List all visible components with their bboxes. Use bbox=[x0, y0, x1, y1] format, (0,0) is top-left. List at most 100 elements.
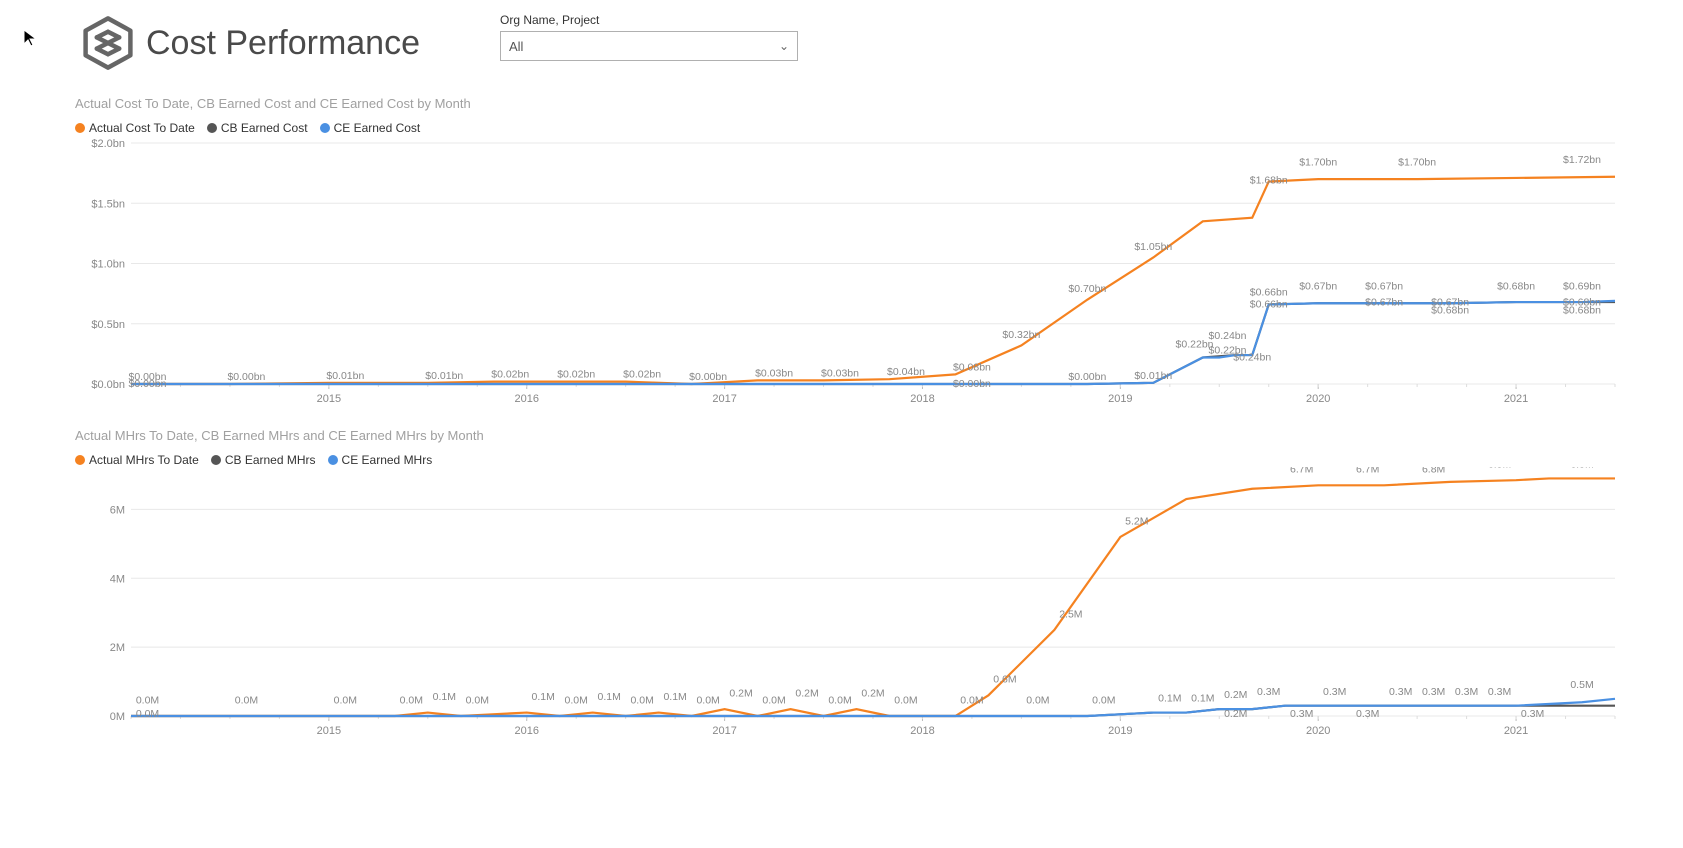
svg-text:$0.08bn: $0.08bn bbox=[953, 361, 991, 373]
svg-text:$0.00bn: $0.00bn bbox=[953, 378, 991, 390]
svg-text:$0.01bn: $0.01bn bbox=[326, 370, 364, 382]
svg-text:0.3M: 0.3M bbox=[1488, 686, 1511, 698]
chart2-title: Actual MHrs To Date, CB Earned MHrs and … bbox=[75, 428, 1683, 443]
svg-text:$0.00bn: $0.00bn bbox=[129, 378, 167, 390]
svg-text:$0.24bn: $0.24bn bbox=[1233, 352, 1271, 364]
svg-text:5.2M: 5.2M bbox=[1125, 515, 1148, 527]
svg-text:0.5M: 0.5M bbox=[1570, 679, 1593, 691]
svg-text:$0.00bn: $0.00bn bbox=[1068, 371, 1106, 383]
chart2-plot[interactable]: 0M2M4M6M20152016201720182019202020210.0M… bbox=[75, 467, 1663, 742]
svg-text:$1.05bn: $1.05bn bbox=[1134, 241, 1172, 253]
svg-text:0.1M: 0.1M bbox=[1158, 693, 1181, 705]
svg-text:$1.72bn: $1.72bn bbox=[1563, 154, 1601, 166]
svg-text:0.2M: 0.2M bbox=[861, 688, 884, 700]
page-header: Cost Performance Org Name, Project All ⌄ bbox=[0, 0, 1683, 78]
svg-text:$0.24bn: $0.24bn bbox=[1209, 330, 1247, 342]
svg-text:6.8M: 6.8M bbox=[1422, 467, 1445, 476]
svg-text:$0.69bn: $0.69bn bbox=[1563, 281, 1601, 293]
svg-text:0.0M: 0.0M bbox=[630, 694, 653, 706]
svg-text:$1.70bn: $1.70bn bbox=[1299, 157, 1337, 169]
svg-text:0.0M: 0.0M bbox=[136, 694, 159, 706]
svg-text:0.0M: 0.0M bbox=[466, 694, 489, 706]
svg-text:6M: 6M bbox=[110, 504, 125, 516]
legend-item[interactable]: Actual MHrs To Date bbox=[75, 453, 199, 467]
svg-text:0.2M: 0.2M bbox=[795, 688, 818, 700]
svg-text:0.1M: 0.1M bbox=[598, 691, 621, 703]
svg-text:0.1M: 0.1M bbox=[433, 691, 456, 703]
svg-text:2020: 2020 bbox=[1306, 393, 1330, 405]
app-logo-icon bbox=[80, 15, 136, 71]
svg-text:2015: 2015 bbox=[317, 393, 341, 405]
svg-text:2016: 2016 bbox=[514, 725, 538, 737]
svg-text:$0.5bn: $0.5bn bbox=[91, 319, 125, 331]
svg-text:6.7M: 6.7M bbox=[1290, 467, 1313, 476]
svg-text:0.1M: 0.1M bbox=[1191, 693, 1214, 705]
svg-text:0.3M: 0.3M bbox=[1290, 708, 1313, 720]
svg-text:$0.01bn: $0.01bn bbox=[425, 370, 463, 382]
svg-text:0.3M: 0.3M bbox=[1257, 686, 1280, 698]
legend-label: Actual Cost To Date bbox=[89, 121, 195, 135]
svg-text:$0.01bn: $0.01bn bbox=[1134, 370, 1172, 382]
svg-text:0M: 0M bbox=[110, 711, 125, 723]
svg-text:2019: 2019 bbox=[1108, 725, 1132, 737]
svg-text:$0.04bn: $0.04bn bbox=[887, 366, 925, 378]
svg-text:$0.03bn: $0.03bn bbox=[755, 367, 793, 379]
svg-text:0.0M: 0.0M bbox=[762, 694, 785, 706]
svg-text:$1.70bn: $1.70bn bbox=[1398, 157, 1436, 169]
svg-text:0.3M: 0.3M bbox=[1521, 708, 1544, 720]
svg-text:0.0M: 0.0M bbox=[136, 708, 159, 720]
svg-text:$0.66bn: $0.66bn bbox=[1250, 287, 1288, 299]
legend-label: CE Earned MHrs bbox=[342, 453, 433, 467]
svg-text:$0.00bn: $0.00bn bbox=[227, 371, 265, 383]
svg-text:0.0M: 0.0M bbox=[565, 694, 588, 706]
svg-text:2017: 2017 bbox=[712, 393, 736, 405]
legend-dot-icon bbox=[320, 123, 330, 133]
svg-text:0.0M: 0.0M bbox=[828, 694, 851, 706]
svg-text:0.0M: 0.0M bbox=[894, 694, 917, 706]
legend-item[interactable]: CB Earned MHrs bbox=[211, 453, 316, 467]
svg-text:4M: 4M bbox=[110, 573, 125, 585]
svg-text:$0.68bn: $0.68bn bbox=[1497, 281, 1535, 293]
legend-item[interactable]: Actual Cost To Date bbox=[75, 121, 195, 135]
svg-text:0.2M: 0.2M bbox=[729, 688, 752, 700]
svg-text:$0.68bn: $0.68bn bbox=[1431, 305, 1469, 317]
svg-text:6.9M: 6.9M bbox=[1488, 467, 1511, 471]
svg-text:$1.5bn: $1.5bn bbox=[91, 198, 125, 210]
filter-label: Org Name, Project bbox=[500, 13, 798, 27]
svg-text:0.0M: 0.0M bbox=[235, 694, 258, 706]
svg-text:2019: 2019 bbox=[1108, 393, 1132, 405]
svg-text:0.0M: 0.0M bbox=[400, 694, 423, 706]
svg-text:$0.03bn: $0.03bn bbox=[821, 367, 859, 379]
svg-text:0.3M: 0.3M bbox=[1356, 708, 1379, 720]
chart2-legend: Actual MHrs To Date CB Earned MHrs CE Ea… bbox=[75, 453, 1683, 467]
svg-text:0.2M: 0.2M bbox=[1224, 708, 1247, 720]
svg-text:0.1M: 0.1M bbox=[532, 691, 555, 703]
legend-label: CE Earned Cost bbox=[334, 121, 421, 135]
legend-dot-icon bbox=[75, 123, 85, 133]
svg-text:6.7M: 6.7M bbox=[1356, 467, 1379, 476]
svg-text:$0.67bn: $0.67bn bbox=[1365, 296, 1403, 308]
svg-text:2020: 2020 bbox=[1306, 725, 1330, 737]
dropdown-selected: All bbox=[509, 39, 523, 54]
svg-text:0.3M: 0.3M bbox=[1323, 686, 1346, 698]
svg-text:0.3M: 0.3M bbox=[1422, 686, 1445, 698]
legend-item[interactable]: CE Earned Cost bbox=[320, 121, 421, 135]
legend-item[interactable]: CE Earned MHrs bbox=[328, 453, 433, 467]
svg-text:2018: 2018 bbox=[910, 725, 934, 737]
chart1-legend: Actual Cost To Date CB Earned Cost CE Ea… bbox=[75, 121, 1683, 135]
legend-label: Actual MHrs To Date bbox=[89, 453, 199, 467]
svg-text:0.6M: 0.6M bbox=[993, 674, 1016, 686]
svg-text:$0.68bn: $0.68bn bbox=[1563, 305, 1601, 317]
svg-text:0.3M: 0.3M bbox=[1455, 686, 1478, 698]
svg-text:0.1M: 0.1M bbox=[663, 691, 686, 703]
org-project-dropdown[interactable]: All ⌄ bbox=[500, 31, 798, 61]
chart1-plot[interactable]: $0.0bn$0.5bn$1.0bn$1.5bn$2.0bn2015201620… bbox=[75, 135, 1663, 410]
filter-region: Org Name, Project All ⌄ bbox=[500, 13, 798, 61]
svg-text:$0.02bn: $0.02bn bbox=[491, 369, 529, 381]
svg-text:2016: 2016 bbox=[514, 393, 538, 405]
svg-text:2M: 2M bbox=[110, 642, 125, 654]
svg-text:$1.68bn: $1.68bn bbox=[1250, 175, 1288, 187]
legend-label: CB Earned MHrs bbox=[225, 453, 316, 467]
legend-item[interactable]: CB Earned Cost bbox=[207, 121, 308, 135]
svg-text:$0.02bn: $0.02bn bbox=[623, 369, 661, 381]
